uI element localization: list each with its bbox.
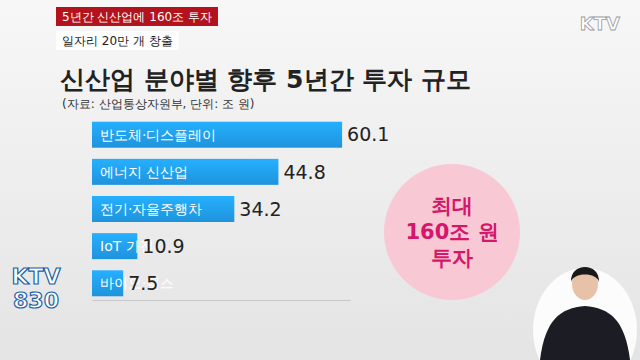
data-label: 34.2 xyxy=(239,198,281,220)
headline: 5년간 신산업에 160조 투자 xyxy=(62,10,212,24)
interpreter-backdrop xyxy=(533,268,637,360)
data-label: 10.9 xyxy=(142,235,184,257)
category-label: 전기·자율주행차 xyxy=(100,201,202,217)
title: 신산업 분야별 향후 5년간 투자 규모 xyxy=(60,65,471,94)
program-logo: KTV830 xyxy=(11,264,60,313)
data-label: 60.1 xyxy=(347,123,389,145)
bar xyxy=(92,159,278,185)
x-axis-line xyxy=(93,300,351,301)
annotation: 최대160조 원투자 xyxy=(405,194,498,270)
category-label: 에너지 신산업 xyxy=(100,164,188,180)
data-label: 7.5 xyxy=(128,272,158,294)
headline-box xyxy=(56,7,218,26)
chart-svg: 5년간 신산업에 160조 투자일자리 20만 개 창출 KTV 신산업 분야별 향… xyxy=(0,0,640,360)
labels: 반도체·디스플레이에너지 신산업전기·자율주행차IoT 가전바이오·헬스60.1… xyxy=(100,123,389,294)
interpreter-hair xyxy=(571,267,599,282)
subtitle: (자료: 산업통상자원부, 단위: 조 원) xyxy=(62,97,255,111)
subheadline: 일자리 20만 개 창출 xyxy=(62,34,173,48)
interpreter xyxy=(533,267,637,360)
bar xyxy=(92,122,342,148)
category-label: 반도체·디스플레이 xyxy=(100,127,216,143)
bar xyxy=(92,196,234,222)
logo: KTV xyxy=(580,13,620,34)
subheadline-box xyxy=(56,31,179,50)
chart-container: 5년간 신산업에 160조 투자일자리 20만 개 창출 KTV 신산업 분야별 향… xyxy=(0,0,640,360)
x-axis xyxy=(93,300,351,301)
bars xyxy=(92,122,342,297)
annotation-circle xyxy=(384,164,520,300)
data-label: 44.8 xyxy=(283,161,325,183)
interpreter-body xyxy=(540,306,630,360)
